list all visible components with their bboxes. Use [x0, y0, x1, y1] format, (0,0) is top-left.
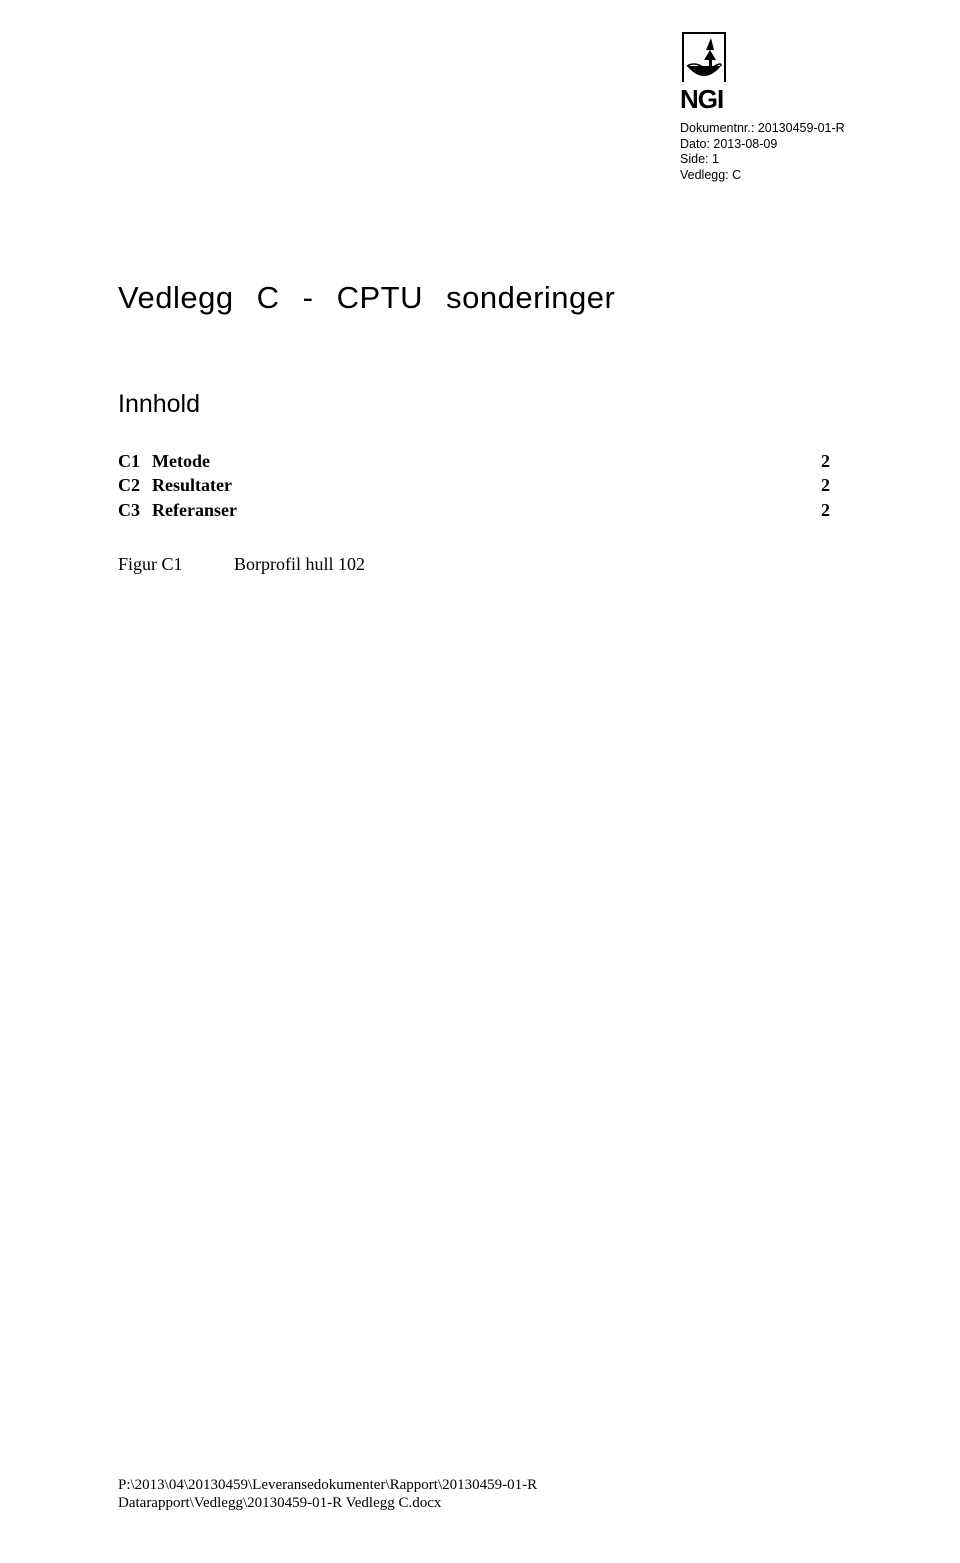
meta-vedlegg-label: Vedlegg: [680, 168, 729, 182]
toc-code: C1 [118, 449, 152, 473]
footer-path: P:\2013\04\20130459\Leveransedokumenter\… [118, 1476, 537, 1514]
meta-side-row: Side: 1 [680, 152, 880, 168]
meta-side-label: Side: [680, 152, 709, 166]
figure-list: Figur C1 Borprofil hull 102 [118, 554, 842, 575]
toc-left: C1 Metode [118, 449, 210, 473]
logo-svg-icon [684, 36, 724, 82]
toc-page: 2 [821, 449, 830, 473]
ngi-logo-text: NGI [680, 84, 880, 115]
toc-row: C1 Metode 2 [118, 449, 830, 473]
toc-page: 2 [821, 498, 830, 522]
meta-docnr-value: 20130459-01-R [758, 121, 845, 135]
ngi-logo-icon [682, 32, 726, 82]
figure-desc: Borprofil hull 102 [234, 554, 365, 575]
meta-vedlegg-row: Vedlegg: C [680, 168, 880, 184]
toc-left: C3 Referanser [118, 498, 237, 522]
toc-heading: Innhold [118, 390, 842, 419]
header-block: NGI Dokumentnr.: 20130459-01-R Dato: 201… [680, 32, 880, 184]
toc-list: C1 Metode 2 C2 Resultater 2 C3 Referanse… [118, 449, 842, 522]
meta-date-row: Dato: 2013-08-09 [680, 137, 880, 153]
meta-date-value: 2013-08-09 [713, 137, 777, 151]
toc-page: 2 [821, 473, 830, 497]
doc-meta: Dokumentnr.: 20130459-01-R Dato: 2013-08… [680, 121, 880, 184]
toc-code: C3 [118, 498, 152, 522]
toc-code: C2 [118, 473, 152, 497]
footer-line2: Datarapport\Vedlegg\20130459-01-R Vedleg… [118, 1494, 537, 1513]
footer-line1: P:\2013\04\20130459\Leveransedokumenter\… [118, 1476, 537, 1495]
meta-vedlegg-value: C [732, 168, 741, 182]
toc-row: C2 Resultater 2 [118, 473, 830, 497]
page-title: Vedlegg C - CPTU sonderinger [118, 280, 842, 316]
content-area: Vedlegg C - CPTU sonderinger Innhold C1 … [118, 280, 842, 575]
figure-label: Figur C1 [118, 554, 234, 575]
toc-label: Metode [152, 449, 210, 473]
toc-label: Referanser [152, 498, 237, 522]
toc-row: C3 Referanser 2 [118, 498, 830, 522]
page: NGI Dokumentnr.: 20130459-01-R Dato: 201… [0, 0, 960, 1563]
figure-row: Figur C1 Borprofil hull 102 [118, 554, 842, 575]
meta-side-value: 1 [712, 152, 719, 166]
toc-left: C2 Resultater [118, 473, 232, 497]
meta-docnr-label: Dokumentnr.: [680, 121, 754, 135]
meta-docnr-row: Dokumentnr.: 20130459-01-R [680, 121, 880, 137]
meta-date-label: Dato: [680, 137, 710, 151]
toc-label: Resultater [152, 473, 232, 497]
